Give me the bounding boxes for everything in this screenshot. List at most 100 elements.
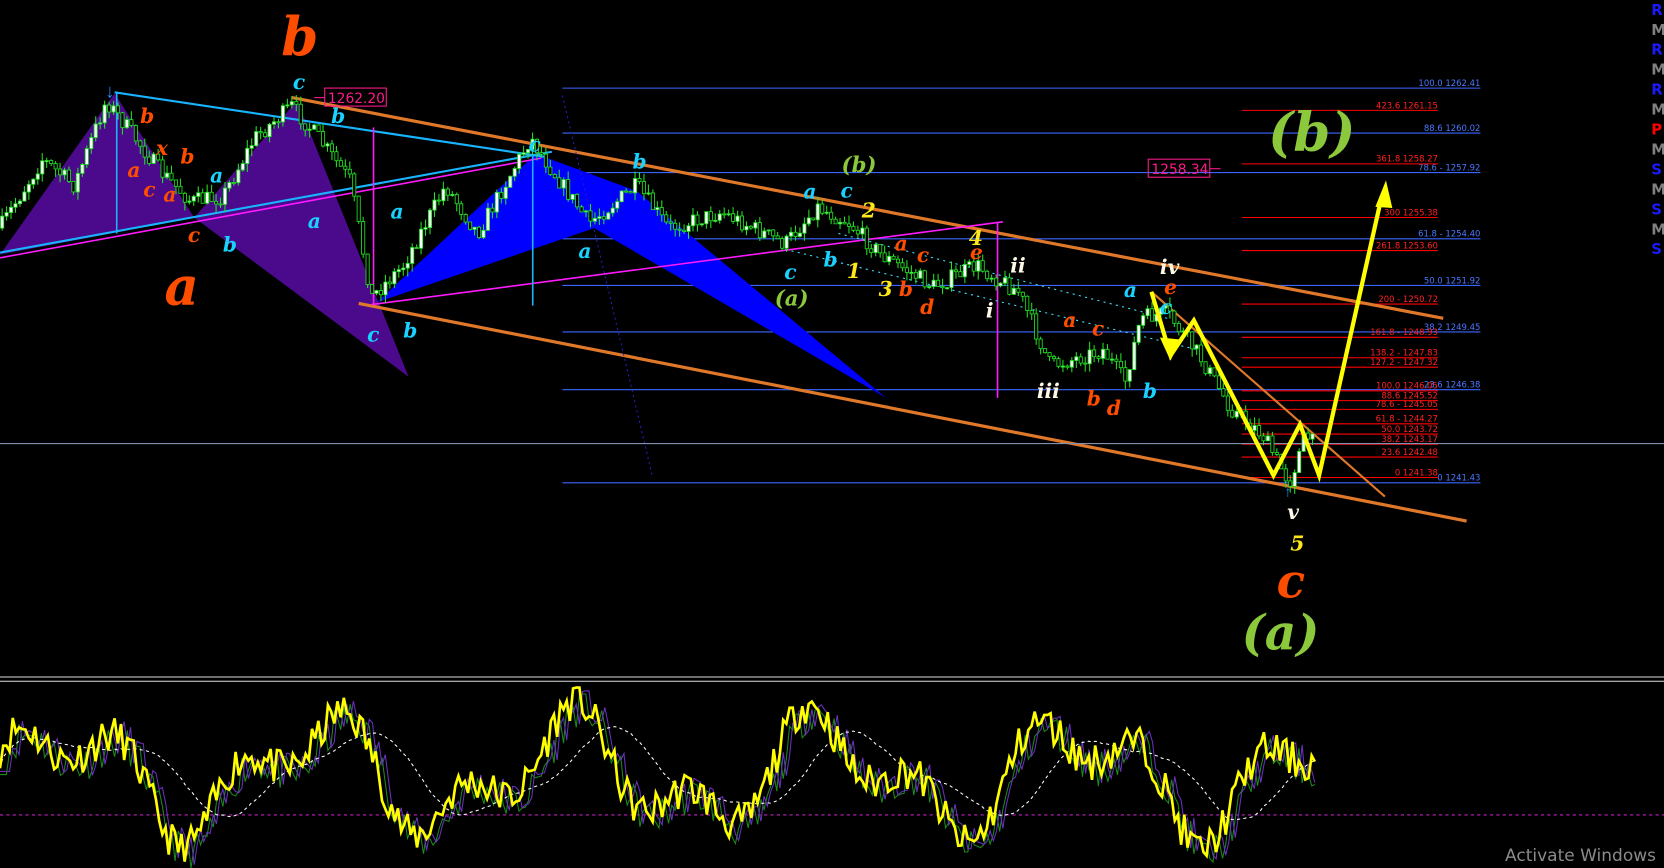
- candle-body: [628, 191, 633, 194]
- candle-body: [347, 168, 352, 175]
- wave-label-yellow: 1: [847, 259, 861, 283]
- wave-label-cyan: c: [367, 323, 379, 347]
- candle-body: [71, 181, 76, 193]
- wave-label-cyan: b: [1143, 379, 1157, 403]
- wave-label-cyan: a: [1124, 278, 1137, 302]
- price-tag-1262[interactable]: 1262.20: [314, 87, 387, 107]
- candle-body: [534, 138, 539, 154]
- channel-upper-orange[interactable]: [291, 96, 1444, 320]
- candle-body: [477, 226, 482, 238]
- candle-body: [196, 192, 201, 197]
- candle-body: [124, 119, 129, 129]
- candle-body: [169, 172, 174, 181]
- candle-body: [9, 206, 14, 213]
- up-arrow-marker-icon: ↑: [1284, 485, 1291, 501]
- candle-body: [1114, 358, 1119, 362]
- candle-body: [4, 212, 9, 217]
- candle-body: [276, 121, 281, 124]
- candle-body: [312, 124, 317, 130]
- candle-body: [575, 193, 580, 208]
- candle-body: [307, 128, 312, 131]
- candle-body: [1234, 410, 1239, 418]
- candle-body: [334, 151, 339, 162]
- candle-body: [570, 193, 575, 200]
- candle-body: [227, 182, 232, 189]
- wave-label-cyan: b: [824, 247, 838, 271]
- trendline-cyan-upper[interactable]: [114, 91, 547, 159]
- pivot-label: M: [1651, 61, 1664, 79]
- dotted-blue-diagonal[interactable]: [561, 95, 654, 478]
- wave-label-orange: d: [920, 295, 934, 319]
- fib-blue-level-label: 0 1241.43: [1437, 473, 1480, 483]
- candle-body: [1292, 472, 1297, 487]
- candle-body: [361, 221, 366, 255]
- channel-lower-orange[interactable]: [358, 301, 1467, 523]
- fib-red-level-label: 423.6 1261.15: [1376, 100, 1438, 110]
- trendline-magenta-1[interactable]: [0, 157, 542, 259]
- candle-body: [771, 229, 776, 237]
- candle-body: [677, 228, 682, 231]
- candle-body: [833, 218, 838, 225]
- candle-body: [1203, 361, 1208, 374]
- candle-body: [918, 270, 923, 279]
- pivot-label: P: [1651, 121, 1662, 139]
- fib-red-level-label: 261.8 1253.60: [1376, 240, 1438, 250]
- candle-body: [1029, 310, 1034, 315]
- candle-body: [673, 222, 678, 230]
- pivot-label: R: [1651, 41, 1663, 59]
- candle-body: [1060, 365, 1065, 368]
- candle-body: [690, 214, 695, 227]
- candle-body: [120, 112, 125, 129]
- wave-label-a-major: a: [164, 255, 198, 318]
- candle-body: [597, 216, 602, 219]
- candle-body: [499, 191, 504, 199]
- wave-label-orange: b: [899, 277, 913, 301]
- candle-body: [512, 168, 517, 177]
- candle-body: [838, 221, 843, 225]
- candle-body: [784, 235, 789, 249]
- candle-body: [1261, 435, 1266, 442]
- candle-body: [824, 211, 829, 214]
- price-tag-text: 1258.34: [1151, 162, 1208, 178]
- candle-body: [989, 277, 994, 280]
- candle-body: [236, 169, 241, 184]
- candle-body: [396, 269, 401, 273]
- wave-label-orange: c: [1092, 316, 1104, 340]
- candle-body: [1056, 358, 1061, 367]
- candle-body: [62, 169, 67, 176]
- candle-body: [1083, 362, 1088, 365]
- candle-body: [945, 287, 950, 290]
- candle-body: [1190, 331, 1195, 350]
- wave-label-orange: b: [140, 104, 154, 128]
- wave-label-orange: d: [1107, 396, 1121, 420]
- candle-body: [940, 286, 945, 289]
- candle-body: [156, 153, 161, 161]
- candle-body: [401, 267, 406, 271]
- wave-label-cyan: a: [803, 179, 816, 203]
- trendline-cyan-lower[interactable]: [0, 150, 553, 254]
- candle-body: [1051, 356, 1057, 360]
- candle-body: [909, 271, 914, 274]
- candle-body: [610, 207, 615, 214]
- candle-body: [245, 147, 250, 164]
- candle-body: [173, 179, 178, 187]
- wave-label-cyan: b: [331, 104, 345, 128]
- candle-body: [338, 160, 343, 167]
- oscillator-signal-purple: [0, 690, 1316, 865]
- candle-body: [1163, 305, 1168, 309]
- price-tag-1258[interactable]: 1258.34: [1147, 158, 1221, 178]
- candle-body: [1002, 277, 1007, 284]
- fib-blue-level-label: 78.6 - 1257.92: [1418, 162, 1480, 172]
- candle-body: [753, 222, 758, 229]
- wave-label-cyan: a: [391, 200, 404, 224]
- candle-body: [151, 153, 156, 164]
- candle-body: [637, 178, 642, 183]
- candle-body: [731, 213, 736, 222]
- candle-body: [882, 252, 887, 263]
- candle-body: [998, 282, 1003, 287]
- trendline-magenta-2[interactable]: [371, 220, 1003, 306]
- candle-body: [851, 225, 856, 231]
- candle-body: [191, 196, 196, 202]
